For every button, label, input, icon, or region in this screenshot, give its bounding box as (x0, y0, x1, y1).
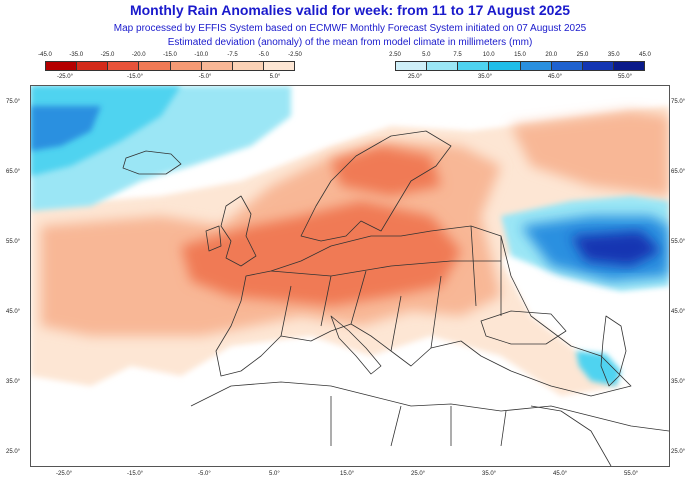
colorbar-swatch (232, 62, 264, 70)
legend-negative-bottom-labels: -25.0° -15.0° -5.0° 5.0° (45, 74, 295, 82)
colorbar-tick-label: 2.50 (389, 52, 401, 58)
wet-anomaly-strong-greenland (31, 106, 101, 151)
longitude-tick: -15.0° (127, 471, 144, 477)
colorbar-swatch (108, 62, 140, 70)
colorbar-tick-label: -35.0 (69, 52, 84, 58)
colorbar-swatch (46, 62, 78, 70)
coastline-arabian-peninsula (530, 405, 612, 466)
map-title: Monthly Rain Anomalies valid for week: f… (129, 2, 571, 18)
colorbar-tick-label: -15.0 (163, 52, 177, 58)
colorbar-swatch (201, 62, 233, 70)
colorbar-swatch (613, 62, 644, 70)
colorbar-swatch (77, 62, 109, 70)
colorbar-longitude-label: 45.0° (547, 74, 563, 80)
colorbar-longitude-label: -25.0° (56, 74, 74, 80)
colorbar-tick-label: -20.0 (131, 52, 146, 58)
legend-positive-bottom-labels: 25.0° 35.0° 45.0° 55.0° (395, 74, 645, 82)
colorbar-swatch (458, 62, 490, 70)
colorbar-tick-label: 35.0 (607, 52, 620, 58)
longitude-tick: 25.0° (411, 471, 426, 477)
colorbar-swatch (427, 62, 459, 70)
coastline-scandinavia (300, 130, 452, 242)
longitude-tick: -25.0° (56, 471, 73, 477)
legend-negative-colorbar (45, 61, 295, 71)
latitude-tick: 35.0° (6, 379, 21, 385)
colorbar-tick-label: 20.0 (545, 52, 558, 58)
legend-negative-top-labels: -45.0 -35.0 -25.0 -20.0 -15.0 -10.0 -7.5 -5.0 -2… (38, 52, 302, 60)
colorbar-swatch (139, 62, 171, 70)
colorbar-tick-label: -2.50 (288, 52, 302, 58)
colorbar-swatch (582, 62, 614, 70)
colorbar-longitude-label: 25.0° (407, 74, 423, 80)
legend-positive-colorbar (395, 61, 645, 71)
colorbar-swatch (551, 62, 583, 70)
colorbar-tick-label: -5.0 (258, 52, 269, 58)
coastline-black-sea (480, 310, 567, 345)
colorbar-swatch (520, 62, 552, 70)
colorbar-tick-label: -45.0 (38, 52, 52, 58)
dry-anomaly-mid-scandinavia (511, 111, 669, 196)
colorbar-longitude-label: 35.0° (477, 74, 493, 80)
longitude-tick: 35.0° (482, 471, 497, 477)
colorbar-tick-label: 7.5 (453, 52, 462, 58)
map-subtitle-units: Estimated deviation (anomaly) of the mea… (167, 37, 533, 48)
colorbar-longitude-label: -15.0° (126, 74, 144, 80)
latitude-tick: 75.0° (671, 99, 686, 105)
latitude-tick: 55.0° (671, 239, 686, 245)
latitude-tick: 25.0° (671, 449, 686, 455)
latitude-tick: 45.0° (6, 309, 21, 315)
wet-anomaly-deep-russia (571, 231, 661, 266)
colorbar-tick-label: -7.5 (227, 52, 238, 58)
latitude-tick: 35.0° (671, 379, 686, 385)
latitude-tick: 75.0° (6, 99, 21, 105)
latitude-tick: 25.0° (6, 449, 21, 455)
coastline-italy (330, 315, 382, 375)
latitude-tick: 45.0° (671, 309, 686, 315)
legend-positive-top-labels: 2.50 5.0 7.5 10.0 15.0 20.0 25.0 35.0 45.0 (389, 52, 651, 60)
coastline-iceland (122, 150, 182, 175)
colorbar-swatch (170, 62, 202, 70)
dry-anomaly-strong-north (331, 146, 441, 196)
colorbar-tick-label: -10.0 (194, 52, 209, 58)
longitude-tick: 15.0° (340, 471, 355, 477)
colorbar-longitude-label: -5.0° (198, 74, 212, 80)
anomaly-map (30, 85, 670, 467)
map-subtitle-processing: Map processed by EFFIS System based on E… (113, 23, 587, 34)
colorbar-swatch (489, 62, 521, 70)
anomaly-map-svg (31, 86, 669, 466)
colorbar-longitude-label: 5.0° (269, 74, 281, 80)
latitude-tick: 65.0° (6, 169, 21, 175)
coastline-caspian-sea (600, 315, 627, 387)
wet-anomaly-caucasus (576, 351, 621, 386)
colorbar-tick-label: -25.0 (100, 52, 115, 58)
longitude-tick: 55.0° (624, 471, 639, 477)
dry-anomaly-strong-core (181, 201, 461, 306)
coastline-continental-europe (215, 225, 632, 397)
latitude-tick: 55.0° (6, 239, 21, 245)
colorbar-swatch (263, 62, 294, 70)
coastline-north-africa (190, 381, 669, 432)
longitude-tick: 45.0° (553, 471, 568, 477)
colorbar-tick-label: 25.0 (576, 52, 589, 58)
colorbar-tick-label: 45.0 (639, 52, 651, 58)
colorbar-tick-label: 10.0 (482, 52, 495, 58)
colorbar-tick-label: 15.0 (514, 52, 526, 58)
coastline-british-isles (205, 195, 257, 267)
colorbar-swatch (396, 62, 428, 70)
colorbar-tick-label: 5.0 (422, 52, 431, 58)
colorbar-longitude-label: 55.0° (617, 74, 633, 80)
longitude-tick: 5.0° (269, 471, 280, 477)
latitude-tick: 65.0° (671, 169, 686, 175)
longitude-tick: -5.0° (198, 471, 211, 477)
border-lines (270, 225, 507, 447)
